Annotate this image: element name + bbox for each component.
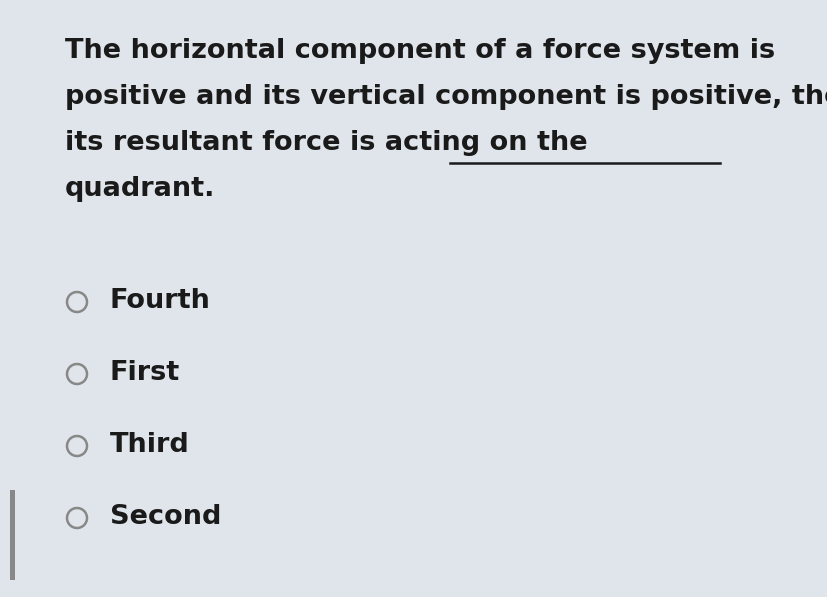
Bar: [10, 490, 15, 580]
Text: Second: Second: [110, 504, 221, 530]
Text: Third: Third: [110, 432, 189, 458]
Text: positive and its vertical component is positive, then: positive and its vertical component is p…: [65, 84, 827, 110]
Text: First: First: [110, 360, 180, 386]
Text: quadrant.: quadrant.: [65, 176, 215, 202]
Text: Fourth: Fourth: [110, 288, 211, 314]
Text: its resultant force is acting on the: its resultant force is acting on the: [65, 130, 587, 156]
Text: The horizontal component of a force system is: The horizontal component of a force syst…: [65, 38, 774, 64]
